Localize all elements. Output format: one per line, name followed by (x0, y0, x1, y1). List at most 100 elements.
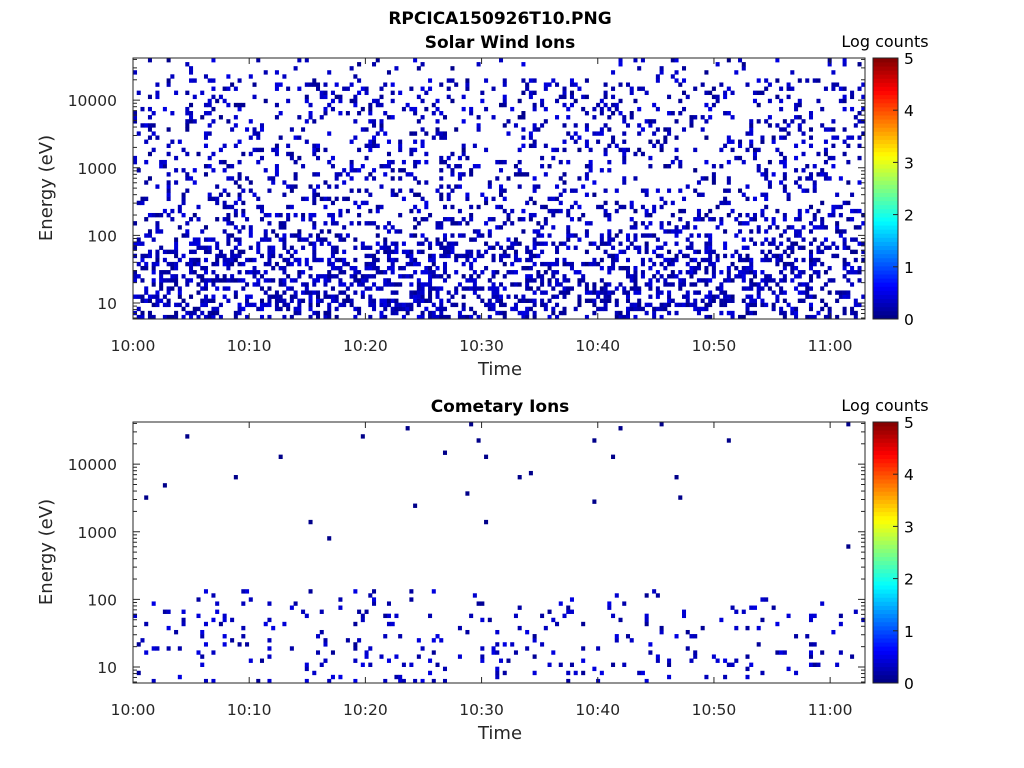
heatmap-bin (696, 217, 701, 222)
heatmap-bin (816, 245, 821, 250)
heatmap-bin (517, 147, 522, 153)
heatmap-bin (394, 229, 399, 234)
heatmap-bin (760, 617, 765, 623)
heatmap-bin (644, 302, 649, 308)
heatmap-bin (166, 184, 171, 189)
heatmap-bin (547, 298, 552, 303)
heatmap-bin (558, 176, 563, 181)
heatmap-bin (140, 310, 145, 316)
heatmap-bin (633, 265, 638, 271)
heatmap-bin (741, 245, 746, 250)
heatmap-bin (704, 176, 709, 181)
heatmap-bin (808, 261, 814, 267)
heatmap-bin (592, 666, 597, 672)
heatmap-bin (510, 221, 515, 226)
heatmap-bin (200, 278, 205, 283)
heatmap-bin (562, 90, 567, 96)
heatmap-bin (218, 192, 223, 197)
heatmap-bin (424, 265, 429, 271)
heatmap-bin (689, 257, 694, 263)
heatmap-bin (383, 241, 388, 246)
heatmap-bin (827, 245, 832, 250)
heatmap-bin (771, 290, 776, 295)
heatmap-bin (386, 265, 391, 271)
heatmap-bin (786, 253, 791, 259)
heatmap-bin (368, 253, 373, 259)
heatmap-bin (786, 94, 791, 100)
heatmap-bin (640, 261, 645, 267)
x-tick-label: 10:30 (459, 337, 504, 355)
heatmap-bin (771, 221, 776, 226)
heatmap-bin (502, 670, 507, 676)
heatmap-bin (633, 302, 638, 308)
heatmap-bin (159, 286, 164, 291)
heatmap-bin (323, 237, 328, 242)
heatmap-bin (857, 119, 862, 124)
heatmap-bin (682, 302, 687, 308)
heatmap-bin (476, 229, 481, 234)
heatmap-bin (360, 617, 365, 623)
heatmap-bin (308, 302, 313, 308)
heatmap-bin (293, 278, 298, 283)
heatmap-bin (203, 621, 208, 627)
heatmap-bin (704, 674, 709, 680)
heatmap-bin (812, 294, 817, 299)
heatmap-bin (823, 282, 828, 287)
heatmap-bin (532, 302, 537, 308)
heatmap-bin (543, 217, 548, 222)
heatmap-bin (506, 270, 511, 275)
heatmap-bin (289, 286, 294, 291)
heatmap-bin (162, 294, 167, 299)
heatmap-bin (808, 176, 814, 181)
heatmap-bin (353, 265, 358, 271)
heatmap-bin (222, 274, 227, 279)
heatmap-bin (461, 217, 466, 222)
heatmap-bin (827, 176, 832, 181)
heatmap-bin (450, 204, 455, 210)
heatmap-bin (185, 278, 190, 283)
heatmap-bin (790, 86, 795, 91)
heatmap-bin (372, 597, 377, 602)
heatmap-bin (614, 634, 619, 639)
heatmap-bin (547, 662, 552, 667)
heatmap-bin (644, 90, 649, 96)
heatmap-bin (241, 188, 246, 193)
heatmap-bin (614, 310, 619, 316)
heatmap-bin (685, 253, 690, 259)
heatmap-bin (379, 302, 384, 308)
heatmap-bin (203, 298, 208, 303)
heatmap-bin (248, 119, 253, 124)
heatmap-bin (723, 302, 728, 308)
heatmap-bin (820, 225, 825, 230)
heatmap-bin (334, 176, 339, 181)
heatmap-bin (659, 629, 664, 635)
heatmap-bin (842, 94, 847, 100)
heatmap-bin (211, 237, 216, 242)
heatmap-bin (622, 176, 627, 181)
heatmap-bin (196, 151, 201, 157)
colorbar-segment (873, 310, 898, 316)
colorbar-segment (873, 221, 898, 226)
heatmap-bin (816, 249, 821, 255)
heatmap-bin (338, 597, 343, 602)
heatmap-bin (558, 662, 563, 667)
heatmap-bin (442, 249, 448, 255)
heatmap-bin (603, 94, 608, 100)
heatmap-bin (390, 261, 395, 267)
heatmap-bin (327, 229, 332, 234)
heatmap-bin (584, 233, 589, 238)
colorbar-segment (873, 306, 898, 312)
heatmap-bin (850, 90, 855, 96)
heatmap-bin (282, 302, 287, 308)
heatmap-bin (409, 306, 414, 312)
heatmap-bin (241, 589, 246, 594)
heatmap-bin (513, 613, 518, 619)
heatmap-bin (808, 115, 814, 120)
heatmap-bin (797, 290, 802, 295)
heatmap-bin (420, 62, 425, 67)
heatmap-bin (435, 225, 440, 230)
heatmap-bin (581, 212, 586, 218)
heatmap-bin (233, 290, 238, 295)
heatmap-bin (558, 601, 563, 606)
heatmap-bin (428, 286, 433, 291)
